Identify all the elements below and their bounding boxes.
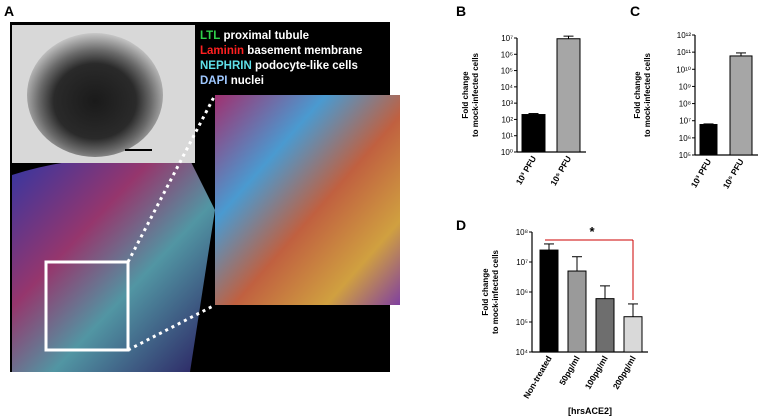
panel-a-image — [10, 22, 400, 372]
y-tick-label: 10⁶ — [501, 50, 513, 59]
panel-label: C — [630, 3, 640, 19]
panel-label: B — [456, 3, 466, 19]
y-tick-label: 10² — [501, 115, 513, 124]
y-axis-label: to mock-infected cells — [471, 52, 480, 137]
error-bar — [600, 285, 610, 299]
legend-entry: NEPHRIN podocyte-like cells — [200, 60, 358, 72]
y-axis-label: Fold change — [481, 268, 490, 316]
legend-entry: Laminin basement membrane — [200, 45, 362, 57]
y-tick-label: 10⁵ — [501, 67, 513, 76]
x-tick-label: 10⁵ PFU — [548, 154, 573, 187]
y-tick-label: 10⁶ — [516, 288, 528, 297]
annotation: * — [589, 224, 595, 239]
x-tick-label: Non-treated — [521, 354, 554, 400]
bar — [623, 316, 643, 353]
y-tick-label: 10⁵ — [516, 318, 528, 327]
x-tick-label: 10⁵ PFU — [721, 157, 746, 190]
y-axis-label: to mock-infected cells — [643, 52, 652, 137]
error-bar — [736, 52, 746, 56]
y-tick-label: 10⁵ — [679, 151, 691, 160]
error-bar — [703, 123, 714, 125]
stain-name: DAPI — [200, 75, 227, 87]
y-tick-label: 10⁴ — [501, 83, 514, 92]
bar — [556, 38, 581, 153]
y-tick-label: 10⁸ — [516, 228, 528, 237]
panel-label: A — [4, 3, 14, 19]
stain-name: NEPHRIN — [200, 60, 252, 72]
bar — [521, 114, 546, 153]
bar — [567, 270, 587, 353]
error-bar — [628, 303, 638, 317]
x-tick-label: 10³ PFU — [689, 157, 713, 189]
y-tick-label: 10⁹ — [679, 82, 691, 91]
stain-target: basement membrane — [247, 45, 362, 57]
stain-name: Laminin — [200, 45, 244, 57]
error-bar — [528, 113, 539, 115]
y-tick-label: 10¹² — [677, 31, 692, 40]
y-axis-label: Fold change — [633, 71, 642, 119]
x-axis-label: [hrsACE2] — [568, 406, 612, 416]
y-tick-label: 10⁴ — [516, 348, 529, 357]
legend-entry: DAPI nuclei — [200, 75, 264, 87]
y-tick-label: 10⁷ — [501, 34, 513, 43]
y-axis-label: to mock-infected cells — [491, 249, 500, 334]
y-tick-label: 10⁰ — [501, 148, 513, 157]
x-tick-label: 200pg/ml — [611, 354, 638, 391]
stain-target: proximal tubule — [223, 30, 309, 42]
bar — [699, 124, 718, 156]
y-tick-label: 10⁶ — [679, 134, 691, 143]
stain-target: podocyte-like cells — [255, 60, 358, 72]
y-tick-label: 10³ — [501, 99, 513, 108]
y-tick-label: 10¹ — [501, 132, 513, 141]
bar — [729, 55, 753, 156]
y-tick-label: 10¹⁰ — [676, 65, 691, 74]
y-tick-label: 10⁷ — [516, 258, 528, 267]
error-bar — [563, 35, 574, 39]
y-tick-label: 10⁷ — [679, 117, 691, 126]
legend-entry: LTL proximal tubule — [200, 30, 309, 42]
bar — [595, 298, 615, 353]
y-tick-label: 10⁸ — [679, 100, 691, 109]
y-axis-label: Fold change — [461, 71, 470, 119]
stain-name: LTL — [200, 30, 220, 42]
x-tick-label: 100pg/ml — [583, 354, 610, 391]
error-bar — [572, 256, 582, 272]
panel-label: D — [456, 217, 466, 233]
bar — [539, 249, 559, 353]
x-tick-label: 10³ PFU — [514, 154, 538, 186]
stain-target: nuclei — [231, 75, 264, 87]
error-bar — [544, 243, 554, 251]
y-tick-label: 10¹¹ — [677, 48, 692, 57]
x-tick-label: 50pg/ml — [557, 354, 582, 387]
